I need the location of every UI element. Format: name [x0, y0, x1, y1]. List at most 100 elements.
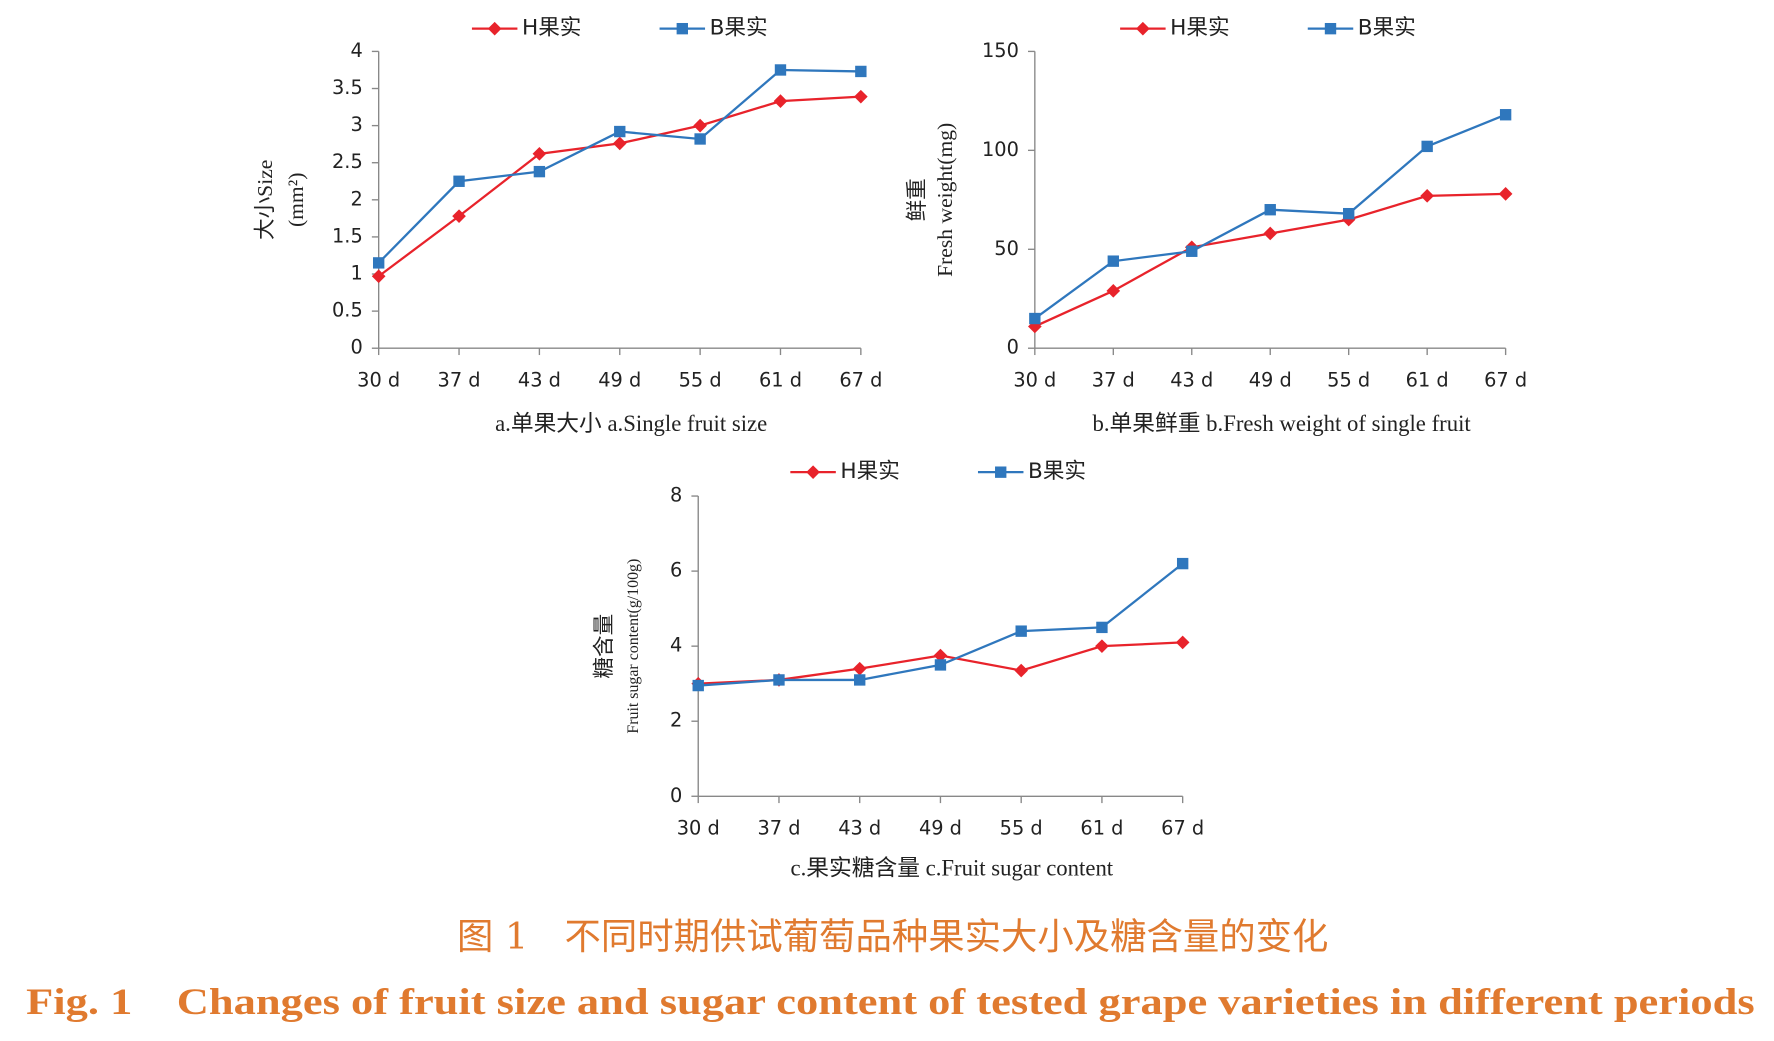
data-point: [612, 136, 627, 151]
data-point: [773, 674, 785, 686]
x-tick-label: 30 d: [357, 369, 400, 392]
x-tick-label: 55 d: [1000, 817, 1043, 840]
x-tick-label: 43 d: [1170, 369, 1213, 392]
data-point: [1014, 663, 1029, 678]
chart-subtitle: c.果实糖含量 c.Fruit sugar content: [790, 855, 1113, 880]
data-point: [453, 175, 465, 187]
data-point: [1499, 109, 1512, 121]
legend-marker: [995, 466, 1007, 478]
data-point: [1343, 207, 1355, 220]
data-point: [692, 679, 704, 692]
y-tick-label: 4: [670, 634, 682, 657]
data-point: [1175, 635, 1190, 650]
x-tick-label: 67 d: [1161, 817, 1204, 840]
y-axis-label: Fresh weight(mg): [933, 123, 957, 277]
data-point: [1107, 255, 1119, 267]
x-tick-label: 67 d: [1484, 369, 1527, 392]
chart-subtitle: b.单果鲜重 b.Fresh weight of single fruit: [1092, 411, 1471, 436]
data-point: [1264, 204, 1276, 216]
data-point: [855, 65, 867, 78]
legend-label: B果实: [1028, 459, 1086, 484]
legend-marker: [1324, 22, 1337, 35]
y-tick-label: 3.5: [332, 76, 363, 99]
data-point: [1420, 189, 1434, 203]
y-tick-label: 3: [350, 113, 362, 136]
series-line: [377, 95, 861, 278]
data-point: [1498, 187, 1513, 201]
data-point: [1186, 245, 1198, 257]
y-tick-label: 1.5: [332, 224, 363, 247]
data-point: [694, 133, 706, 145]
series-line: [377, 68, 861, 264]
x-tick-label: 49 d: [1249, 369, 1292, 392]
data-point: [693, 118, 707, 133]
x-tick-label: 61 d: [1406, 369, 1449, 392]
y-tick-label: 2: [670, 709, 682, 732]
data-point: [774, 64, 787, 76]
data-point: [1421, 140, 1433, 153]
y-tick-label: 6: [670, 559, 682, 582]
legend-marker: [487, 21, 502, 36]
data-point: [852, 661, 867, 676]
caption-zh: 图 1 不同时期供试葡萄品种果实大小及糖含量的变化: [457, 915, 1328, 958]
x-tick-label: 30 d: [1013, 369, 1056, 392]
x-tick-label: 43 d: [518, 369, 561, 392]
y-axis-label: 鲜重: [905, 178, 929, 221]
y-axis-label: 糖含量: [592, 614, 616, 679]
legend-marker: [806, 465, 820, 479]
y-tick-label: 0: [1007, 336, 1019, 359]
y-axis-label: (mm²): [284, 173, 308, 227]
data-point: [773, 94, 788, 108]
data-point: [1015, 625, 1027, 637]
x-tick-label: 37 d: [757, 817, 800, 840]
data-point: [614, 125, 626, 138]
x-tick-label: 67 d: [839, 369, 882, 392]
y-tick-label: 50: [994, 237, 1019, 260]
x-tick-label: 43 d: [838, 817, 881, 840]
y-tick-label: 1: [350, 262, 362, 285]
data-point: [1096, 621, 1108, 634]
data-point: [1176, 557, 1189, 570]
legend-label: H果实: [1170, 16, 1229, 41]
legend-label: B果实: [710, 16, 768, 41]
data-point: [372, 257, 385, 269]
x-tick-label: 61 d: [1080, 817, 1123, 840]
data-point: [1106, 284, 1121, 298]
data-point: [1263, 226, 1278, 241]
x-tick-label: 55 d: [679, 369, 722, 392]
x-tick-label: 61 d: [759, 369, 802, 392]
series-line: [1034, 113, 1507, 320]
data-point: [1029, 312, 1041, 325]
legend-label: B果实: [1358, 16, 1416, 41]
legend-marker: [1136, 21, 1150, 36]
legend-label: H果实: [522, 16, 581, 41]
legend-label: H果实: [840, 459, 899, 484]
data-point: [934, 659, 947, 671]
y-tick-label: 8: [670, 484, 682, 507]
y-tick-label: 100: [982, 138, 1019, 161]
y-axis-label: 大小Size: [253, 160, 277, 240]
y-axis-label: Fruit sugar content(g/100g): [625, 559, 642, 734]
chart-subtitle: a.单果大小 a.Single fruit size: [495, 411, 767, 436]
x-tick-label: 49 d: [919, 817, 962, 840]
x-tick-label: 55 d: [1327, 369, 1370, 392]
data-point: [1095, 639, 1109, 653]
y-tick-label: 0: [350, 336, 362, 359]
data-point: [854, 89, 868, 104]
legend-marker: [676, 22, 688, 35]
caption-en: Fig. 1 Changes of fruit size and sugar c…: [26, 982, 1755, 1023]
x-tick-label: 37 d: [1092, 369, 1135, 392]
y-tick-label: 2.5: [332, 150, 363, 173]
data-point: [933, 648, 948, 663]
y-tick-label: 4: [350, 39, 362, 62]
data-point: [533, 165, 546, 178]
x-tick-label: 37 d: [438, 369, 481, 392]
data-point: [854, 674, 866, 686]
y-tick-label: 150: [982, 39, 1019, 62]
y-tick-label: 2: [350, 187, 362, 210]
x-tick-label: 49 d: [598, 369, 641, 392]
y-tick-label: 0: [670, 784, 682, 807]
y-tick-label: 0.5: [332, 299, 363, 322]
x-tick-label: 30 d: [677, 817, 720, 840]
